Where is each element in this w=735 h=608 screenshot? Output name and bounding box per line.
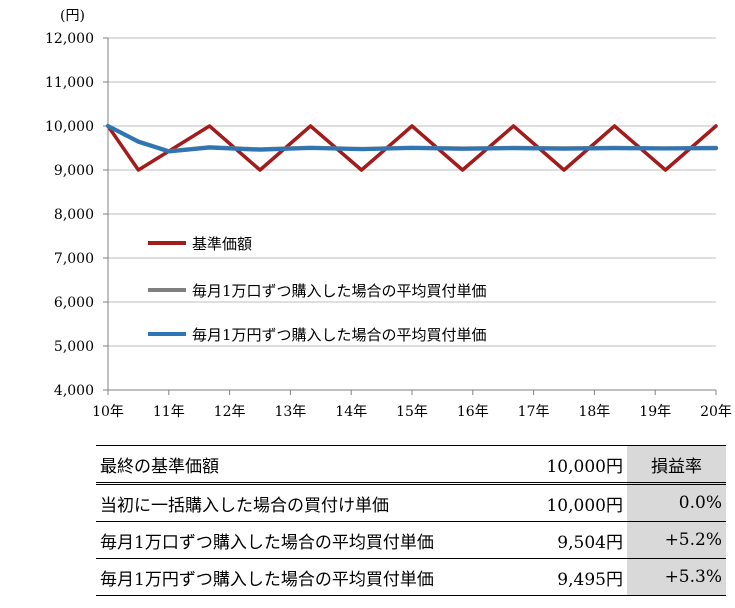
row-price: 10,000円	[546, 456, 623, 477]
row-label: 毎月1万円ずつ購入した場合の平均買付単価	[100, 569, 434, 590]
summary-table: 最終の基準価額 10,000円 損益率 当初に一括購入した場合の買付け単価 10…	[96, 445, 726, 596]
x-tick-label: 13年	[274, 404, 306, 420]
row-rate: +5.3%	[626, 558, 726, 596]
table-row: 最終の基準価額 10,000円 損益率	[96, 445, 726, 484]
x-tick-label: 10年	[92, 404, 124, 420]
x-tick-label: 11年	[153, 404, 185, 420]
y-tick-label: 5,000	[54, 339, 94, 355]
row-label: 最終の基準価額	[100, 456, 219, 477]
legend-label: 毎月1万円ずつ購入した場合の平均買付単価	[192, 326, 487, 344]
row-rate: +5.2%	[626, 521, 726, 559]
x-tick-label: 12年	[214, 404, 246, 420]
table-row: 当初に一括購入した場合の買付け単価 10,000円 0.0%	[96, 483, 726, 522]
line-chart: (円) 4,000 5,000 6,000 7,000 8,000 9,000 10,000…	[45, 8, 732, 420]
y-tick-label: 10,000	[45, 119, 94, 135]
x-tick-label: 19年	[639, 404, 671, 420]
row-price: 9,504円	[557, 532, 623, 553]
row-rate: 0.0%	[626, 483, 726, 522]
row-rate: 損益率	[626, 445, 726, 484]
y-tick-label: 9,000	[54, 163, 94, 179]
y-tick-label: 4,000	[54, 383, 94, 399]
x-tick-label: 20年	[700, 404, 732, 420]
x-tick-label: 15年	[396, 404, 428, 420]
legend-label: 基準価額	[192, 235, 252, 253]
x-tick-label: 14年	[335, 404, 367, 420]
legend: 基準価額毎月1万口ずつ購入した場合の平均買付単価毎月1万円ずつ購入した場合の平均…	[148, 235, 487, 344]
row-price: 9,495円	[557, 569, 623, 590]
row-price: 10,000円	[546, 495, 623, 516]
x-axis-ticks: 10年 11年 12年 13年 14年 15年 16年 17年 18年 19年 20年	[92, 390, 732, 420]
x-tick-label: 16年	[457, 404, 489, 420]
row-label: 当初に一括購入した場合の買付け単価	[100, 495, 389, 516]
series-line-1	[106, 124, 718, 172]
row-label: 毎月1万口ずつ購入した場合の平均買付単価	[100, 532, 434, 553]
x-tick-label: 18年	[578, 404, 610, 420]
y-tick-label: 7,000	[54, 251, 94, 267]
y-tick-label: 12,000	[45, 31, 94, 47]
table-row: 毎月1万円ずつ購入した場合の平均買付単価 9,495円 +5.3%	[96, 558, 726, 596]
y-axis-ticks: 4,000 5,000 6,000 7,000 8,000 9,000 10,000 11,0…	[45, 31, 108, 399]
x-tick-label: 17年	[518, 404, 550, 420]
y-tick-label: 11,000	[45, 75, 94, 91]
y-tick-label: 6,000	[54, 295, 94, 311]
y-unit-label: (円)	[60, 8, 85, 24]
legend-label: 毎月1万口ずつ購入した場合の平均買付単価	[192, 282, 487, 300]
table-row: 毎月1万口ずつ購入した場合の平均買付単価 9,504円 +5.2%	[96, 521, 726, 559]
y-tick-label: 8,000	[54, 207, 94, 223]
series-line-3	[106, 124, 718, 154]
series-lines	[106, 124, 718, 172]
